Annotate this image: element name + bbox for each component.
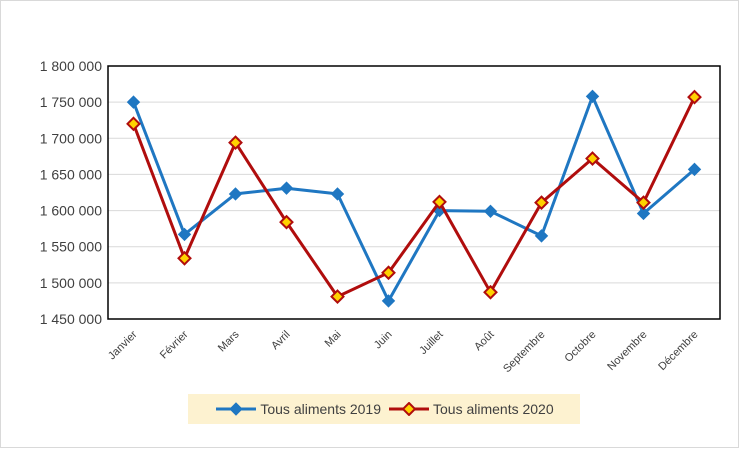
data-point-marker bbox=[279, 214, 294, 230]
series-line bbox=[132, 94, 696, 303]
x-axis-category-labels: Janvier Février Mars Avril Mai Juin Juillet Aoû… bbox=[106, 328, 701, 375]
data-point-marker bbox=[483, 284, 498, 300]
y-tick-label: 1 450 000 bbox=[40, 311, 102, 327]
data-point-marker bbox=[228, 187, 243, 201]
legend-swatch-2019 bbox=[216, 402, 257, 416]
y-axis-tick-labels: 1 450 000 1 500 000 1 550 000 1 600 000 1 65… bbox=[40, 58, 102, 327]
data-point-marker bbox=[381, 265, 396, 281]
series-1 bbox=[126, 89, 702, 308]
legend-label-2019: Tous aliments 2019 bbox=[260, 401, 381, 417]
legend-item-2020: Tous aliments 2020 bbox=[387, 401, 554, 417]
data-point-marker bbox=[330, 289, 345, 305]
x-category-label: Décembre bbox=[656, 329, 700, 373]
series-2 bbox=[126, 89, 702, 305]
y-tick-label: 1 750 000 bbox=[40, 94, 102, 110]
x-category-label: Juillet bbox=[417, 329, 445, 357]
data-point-marker bbox=[687, 162, 702, 177]
x-category-label: Octobre bbox=[562, 329, 598, 365]
x-category-label: Avril bbox=[269, 329, 292, 352]
data-point-marker bbox=[636, 195, 651, 211]
series-line bbox=[132, 96, 696, 299]
data-point-marker bbox=[687, 89, 702, 105]
legend-swatch-2020 bbox=[389, 402, 429, 416]
gridlines bbox=[108, 65, 720, 320]
legend-label-2020: Tous aliments 2020 bbox=[433, 401, 554, 417]
data-point-marker bbox=[177, 250, 192, 266]
data-point-marker bbox=[381, 294, 396, 308]
data-point-marker bbox=[432, 194, 447, 210]
x-category-label: Septembre bbox=[501, 329, 548, 376]
x-category-label: Février bbox=[158, 328, 191, 361]
data-point-marker bbox=[279, 181, 294, 195]
data-point-marker bbox=[636, 206, 651, 221]
y-tick-label: 1 650 000 bbox=[40, 166, 102, 182]
y-tick-label: 1 550 000 bbox=[40, 239, 102, 255]
x-category-label: Août bbox=[472, 329, 496, 353]
data-point-marker bbox=[585, 151, 600, 166]
x-category-label: Juin bbox=[372, 329, 395, 352]
data-point-marker bbox=[177, 227, 192, 242]
series-layer bbox=[126, 89, 702, 308]
data-point-marker bbox=[126, 116, 141, 132]
x-category-label: Janvier bbox=[106, 328, 140, 362]
x-category-label: Mai bbox=[323, 329, 344, 350]
legend: Tous aliments 2019 Tous aliments 2020 bbox=[188, 394, 580, 424]
data-point-marker bbox=[330, 187, 345, 201]
x-category-label: Mars bbox=[216, 328, 242, 354]
data-point-marker bbox=[534, 229, 549, 243]
y-tick-label: 1 600 000 bbox=[40, 203, 102, 219]
data-point-marker bbox=[126, 95, 141, 109]
data-point-marker bbox=[534, 195, 549, 211]
y-tick-label: 1 700 000 bbox=[40, 130, 102, 146]
data-point-marker bbox=[585, 89, 600, 104]
data-point-marker bbox=[228, 135, 243, 151]
y-tick-label: 1 500 000 bbox=[40, 275, 102, 291]
x-category-label: Novembre bbox=[605, 329, 649, 373]
legend-item-2019: Tous aliments 2019 bbox=[214, 401, 381, 417]
data-point-marker bbox=[483, 204, 498, 219]
plot-area-border bbox=[107, 65, 721, 320]
y-tick-label: 1 800 000 bbox=[40, 58, 102, 74]
